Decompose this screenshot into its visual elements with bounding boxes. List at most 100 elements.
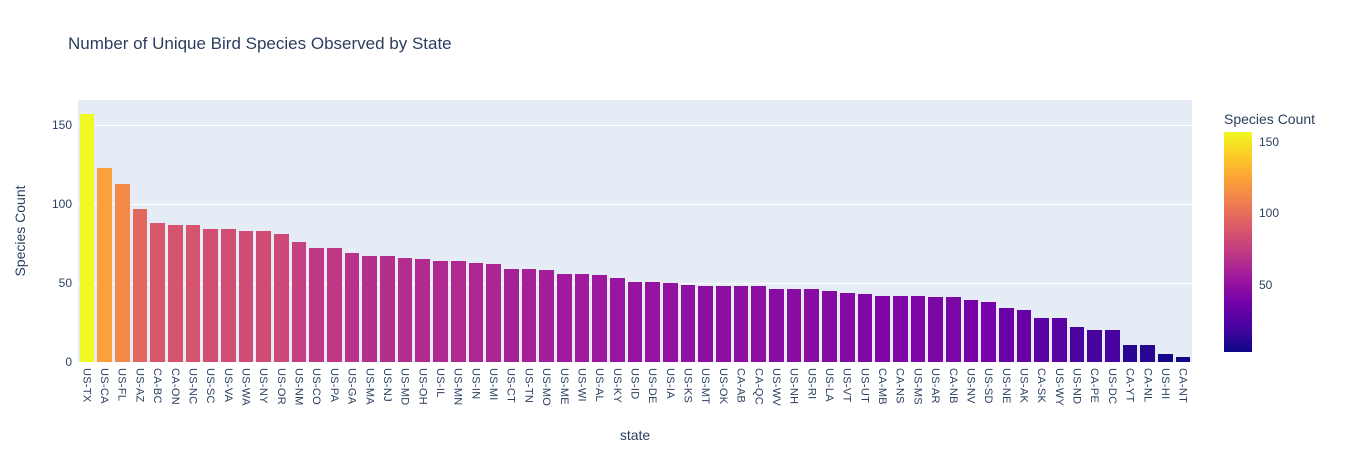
bar-us-sc[interactable] xyxy=(203,229,218,362)
x-tick-label: CA-SK xyxy=(1035,368,1048,404)
bar-us-ct[interactable] xyxy=(503,268,519,362)
x-tick-label: US-AL xyxy=(593,368,606,402)
x-tick-label: US-TN xyxy=(522,368,535,404)
bar-us-tx[interactable] xyxy=(79,114,95,362)
bar-ca-on[interactable] xyxy=(167,224,183,362)
bar-us-wa[interactable] xyxy=(238,231,254,362)
bar-us-pa[interactable] xyxy=(327,248,342,362)
bar-us-ga[interactable] xyxy=(344,253,360,362)
x-tick-label: CA-ON xyxy=(168,368,181,405)
bar-ca-pe[interactable] xyxy=(1087,330,1103,362)
bar-us-dc[interactable] xyxy=(1105,330,1120,362)
bar-ca-sk[interactable] xyxy=(1034,317,1050,362)
bar-us-me[interactable] xyxy=(556,273,572,362)
bar-ca-nb[interactable] xyxy=(945,297,961,362)
x-axis-ticks: US-TX US-CA US-FL US-AZ CA-BC CA-ON US-NC US-SC… xyxy=(78,368,1192,416)
bar-us-vt[interactable] xyxy=(839,292,855,362)
x-tick-label: US-MD xyxy=(398,368,411,406)
colorbar-tick-label: 50 xyxy=(1259,277,1273,292)
bar-us-va[interactable] xyxy=(220,229,236,362)
bar-ca-yt[interactable] xyxy=(1122,344,1138,362)
bar-us-fl[interactable] xyxy=(114,183,130,362)
bar-us-ne[interactable] xyxy=(998,308,1014,362)
bar-us-wv[interactable] xyxy=(769,289,784,362)
bar-us-ut[interactable] xyxy=(857,294,873,362)
bar-us-mt[interactable] xyxy=(698,286,714,362)
bar-us-ia[interactable] xyxy=(663,283,678,362)
bar-us-ca[interactable] xyxy=(97,167,112,362)
x-tick-label: US-IN xyxy=(469,368,482,400)
x-tick-label: US-AR xyxy=(929,368,942,404)
bar-ca-bc[interactable] xyxy=(150,223,165,362)
bar-ca-ns[interactable] xyxy=(892,295,908,362)
bar-us-nv[interactable] xyxy=(963,300,979,362)
x-tick-label: US-GA xyxy=(345,368,358,405)
bar-us-nd[interactable] xyxy=(1069,327,1085,362)
x-tick-label: US-WI xyxy=(575,368,588,402)
bar-us-hi[interactable] xyxy=(1158,354,1173,362)
x-tick-label: US-MN xyxy=(451,368,464,406)
bar-us-nj[interactable] xyxy=(380,256,395,362)
bar-ca-ab[interactable] xyxy=(733,286,749,362)
bar-ca-mb[interactable] xyxy=(875,295,890,362)
x-tick-label: US-KS xyxy=(681,368,694,404)
y-tick-label: 100 xyxy=(51,197,72,212)
bar-us-ri[interactable] xyxy=(804,289,820,362)
bar-us-sd[interactable] xyxy=(981,302,996,362)
bar-ca-nt[interactable] xyxy=(1175,357,1191,362)
bar-us-de[interactable] xyxy=(645,281,661,362)
bar-us-nm[interactable] xyxy=(291,242,307,362)
x-tick-label: US-NY xyxy=(257,368,270,404)
plot-area[interactable] xyxy=(78,100,1192,363)
bar-us-ms[interactable] xyxy=(910,295,926,362)
bar-us-wy[interactable] xyxy=(1052,317,1067,362)
bar-us-mn[interactable] xyxy=(450,261,466,362)
bar-us-id[interactable] xyxy=(627,281,643,362)
bar-us-ny[interactable] xyxy=(256,231,271,362)
bar-ca-nl[interactable] xyxy=(1140,344,1156,362)
bar-us-oh[interactable] xyxy=(415,259,431,362)
x-tick-label: CA-NL xyxy=(1141,368,1154,403)
x-axis-title: state xyxy=(619,427,651,443)
bar-ca-qc[interactable] xyxy=(751,286,767,362)
x-tick-label: CA-NS xyxy=(893,368,906,404)
bar-us-nc[interactable] xyxy=(185,224,201,362)
bar-us-co[interactable] xyxy=(309,248,325,362)
bar-us-ar[interactable] xyxy=(928,297,943,362)
x-tick-label: US-WY xyxy=(1052,368,1065,407)
bar-us-or[interactable] xyxy=(274,234,289,362)
x-tick-label: US-NV xyxy=(964,368,977,404)
x-tick-label: US-NH xyxy=(787,368,800,405)
x-tick-label: US-RI xyxy=(805,368,818,400)
bar-us-mi[interactable] xyxy=(486,264,501,362)
bar-us-ok[interactable] xyxy=(716,286,731,362)
bar-us-il[interactable] xyxy=(433,261,448,362)
x-tick-label: US-WV xyxy=(769,368,782,407)
bar-us-md[interactable] xyxy=(397,257,413,362)
x-tick-label: US-UT xyxy=(858,368,871,404)
x-tick-label: US-WA xyxy=(239,368,252,406)
x-tick-label: US-AZ xyxy=(133,368,146,403)
bar-us-ks[interactable] xyxy=(680,284,696,362)
y-axis-title: Species Count xyxy=(12,185,28,277)
bar-us-mo[interactable] xyxy=(539,270,554,362)
x-tick-label: US-FL xyxy=(115,368,128,402)
bar-us-al[interactable] xyxy=(592,275,607,362)
bar-us-nh[interactable] xyxy=(786,289,802,362)
bar-us-ky[interactable] xyxy=(609,278,625,362)
bar-us-in[interactable] xyxy=(468,262,484,362)
bar-us-az[interactable] xyxy=(132,208,148,362)
x-tick-label: US-VA xyxy=(221,368,234,403)
x-tick-label: US-NE xyxy=(999,368,1012,404)
bar-us-tn[interactable] xyxy=(521,268,537,362)
bar-us-ma[interactable] xyxy=(362,256,378,362)
x-tick-label: CA-YT xyxy=(1123,368,1136,403)
bar-us-ak[interactable] xyxy=(1016,309,1032,362)
x-tick-label: US-OK xyxy=(716,368,729,405)
bar-us-wi[interactable] xyxy=(574,273,590,362)
bar-us-la[interactable] xyxy=(822,290,837,362)
x-tick-label: US-ND xyxy=(1070,368,1083,405)
colorbar-title: Species Count xyxy=(1224,111,1316,127)
x-tick-label: US-NC xyxy=(186,368,199,405)
x-tick-label: US-CO xyxy=(310,368,323,405)
